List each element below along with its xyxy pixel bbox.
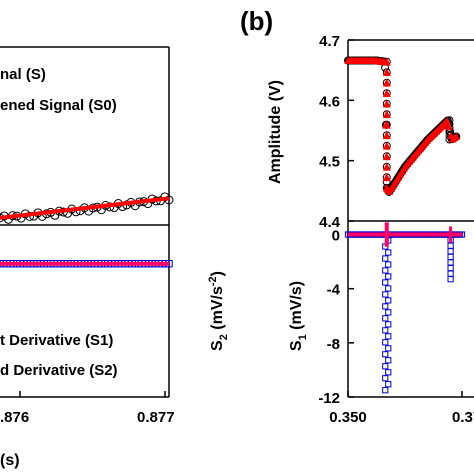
y-tick-label: 4.7 [319,33,340,50]
data-point-square [447,276,454,283]
data-point-triangle [382,120,390,129]
y-axis-label: S1 (mV/s) [288,281,309,351]
data-point-square [382,255,389,262]
series-line-smoothened [0,196,170,220]
panel-label: (b) [240,6,273,36]
data-point-square [385,249,392,256]
data-point-triangle [445,122,453,131]
data-point-triangle [452,132,460,141]
data-point-square [382,279,389,286]
data-point-triangle [382,131,391,140]
data-point-square [382,363,389,370]
data-point-square [385,345,392,352]
data-point-square [385,369,392,376]
legend-entry-first-derivative: t Derivative (S1) [0,332,113,349]
data-point-square [382,267,389,274]
data-point-triangle [382,173,391,182]
data-point-square [382,327,389,334]
data-point-square [447,259,454,266]
data-point-square [385,333,392,340]
x-tick-label: 0.350 [329,409,367,426]
data-point-triangle [382,78,391,87]
data-point-square [447,264,454,272]
panel-a: nal (S) ened Signal (S0) t Derivative (S… [0,46,230,469]
data-point-square [447,242,454,249]
data-point-square [385,321,392,328]
data-point-square [385,261,392,268]
y-ticks: 4.4 4.5 4.6 4.7 [319,33,354,231]
y-tick-label: 0 [332,228,340,245]
data-point-square [385,285,392,292]
data-point-triangle [382,162,391,171]
y-tick-label: 4.4 [319,214,341,231]
x-tick-label: .876 [0,409,29,426]
panel-b: (b) 4.4 4.5 4.6 4.7 Amplitude (V) 0 -4 -8 -12 … [240,6,474,426]
data-point-square [382,315,389,322]
data-point-square [382,351,389,358]
x-tick-label: 0.37 [452,409,474,426]
y-ticks: 0 -4 -8 -12 [318,228,354,407]
legend-entry-smoothened: ened Signal (S0) [0,97,117,114]
data-point-square [382,375,389,382]
data-point-triangle [382,141,391,150]
data-point-square [382,291,389,298]
data-point-square [385,357,392,364]
data-point-triangle [382,110,391,119]
y-axis-label-right: S2 (mV/s-2) [207,271,230,351]
panel-a-top-axes: nal (S) ened Signal (S0) [0,46,174,226]
series-container [344,56,461,196]
y-tick-label: -8 [327,336,340,353]
data-point-square [385,297,392,304]
series-container [0,192,174,224]
data-point-square [447,248,454,255]
panel-b-bottom-axes: 0 -4 -8 -12 0.350 0.37 S1 (mV/s) [288,221,474,426]
data-point-triangle [380,57,388,66]
panel-a-bottom-axes: t Derivative (S1) d Derivative (S2) .876… [0,225,230,469]
x-tick-label: 0.877 [137,409,175,426]
data-point-square [382,303,389,310]
y-tick-label: -4 [327,282,341,299]
series-container [0,260,173,268]
data-point-triangle [382,99,391,108]
data-point-triangle [382,89,391,98]
legend-entry-second-derivative: d Derivative (S2) [0,362,118,379]
data-point-square [385,381,392,388]
data-point-triangle [443,116,451,125]
data-point-square [382,339,389,346]
y-tick-label: 4.6 [319,93,340,110]
panel-b-top-axes: 4.4 4.5 4.6 4.7 Amplitude (V) [267,33,474,231]
data-point-square [447,253,454,260]
data-point-square [385,273,392,280]
data-point-square [447,270,454,277]
y-tick-label: -12 [318,390,340,407]
x-axis-label: (s) [0,452,20,469]
y-axis-label: Amplitude (V) [267,80,284,184]
y-tick-label: 4.5 [319,154,340,171]
data-point-square [382,387,389,394]
legend-entry-signal: nal (S) [0,66,46,83]
data-point-square [385,309,392,316]
data-point-triangle [382,152,391,161]
data-point-triangle [382,68,391,77]
series-container [344,222,466,394]
